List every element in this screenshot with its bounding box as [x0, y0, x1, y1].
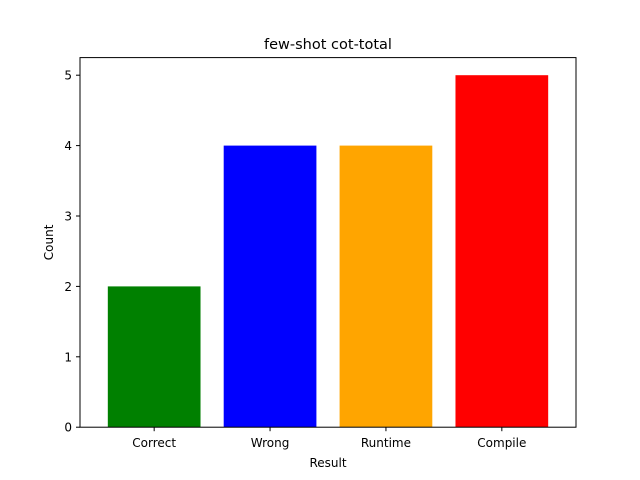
chart-title: few-shot cot-total	[264, 37, 392, 53]
y-tick-label: 4	[64, 139, 72, 153]
y-axis-ticks: 0 1 2 3 4 5	[64, 69, 80, 435]
y-tick-label: 3	[64, 210, 72, 224]
bar-wrong	[223, 145, 317, 428]
x-tick-label: Compile	[477, 436, 526, 450]
plot-frame	[79, 57, 577, 428]
x-axis-ticks: Correct Wrong Runtime Compile	[132, 427, 526, 450]
bars-group	[107, 75, 549, 428]
bar-runtime	[339, 145, 433, 428]
bar-correct	[107, 286, 201, 428]
bar-compile	[455, 75, 549, 428]
x-tick-label: Correct	[132, 436, 176, 450]
y-tick-label: 2	[64, 280, 72, 294]
y-tick-label: 0	[64, 421, 72, 435]
x-axis-label: Result	[309, 456, 346, 470]
x-tick-label: Wrong	[251, 436, 290, 450]
y-tick-label: 5	[64, 69, 72, 83]
y-axis-label: Count	[42, 224, 56, 260]
y-tick-label: 1	[64, 350, 72, 364]
x-tick-label: Runtime	[361, 436, 411, 450]
